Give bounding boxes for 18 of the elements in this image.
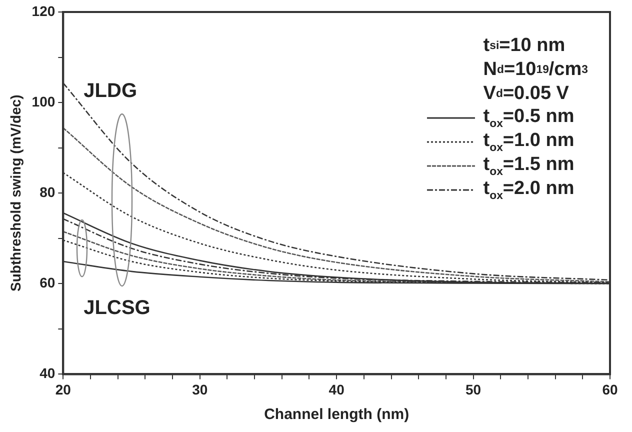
y-tick-label: 40 — [40, 365, 56, 382]
legend-label: t$_{ox}$=1.5 nm — [483, 154, 574, 178]
x-tick-label: 30 — [192, 381, 208, 398]
y-tick-label: 100 — [32, 93, 56, 110]
x-tick-label: 60 — [602, 381, 618, 398]
y-tick-label: 60 — [40, 274, 56, 291]
x-tick-label: 50 — [466, 381, 482, 398]
annotation: JLDG — [84, 80, 137, 103]
y-tick-label: 80 — [40, 184, 56, 200]
x-axis-title: Channel length (nm) — [264, 406, 410, 424]
legend-label: t$_{ox}$=2.0 nm — [483, 178, 574, 202]
y-tick-label: 120 — [32, 2, 56, 19]
annotation: JLCSG — [84, 297, 150, 320]
legend-label: t$_{ox}$=0.5 nm — [483, 106, 574, 130]
legend-label: t$_{ox}$=1.0 nm — [483, 130, 574, 154]
y-axis-title: Subthreshold swing (mV/dec) — [7, 94, 24, 292]
x-tick-label: 40 — [328, 381, 345, 398]
x-tick-label: 20 — [55, 381, 72, 398]
